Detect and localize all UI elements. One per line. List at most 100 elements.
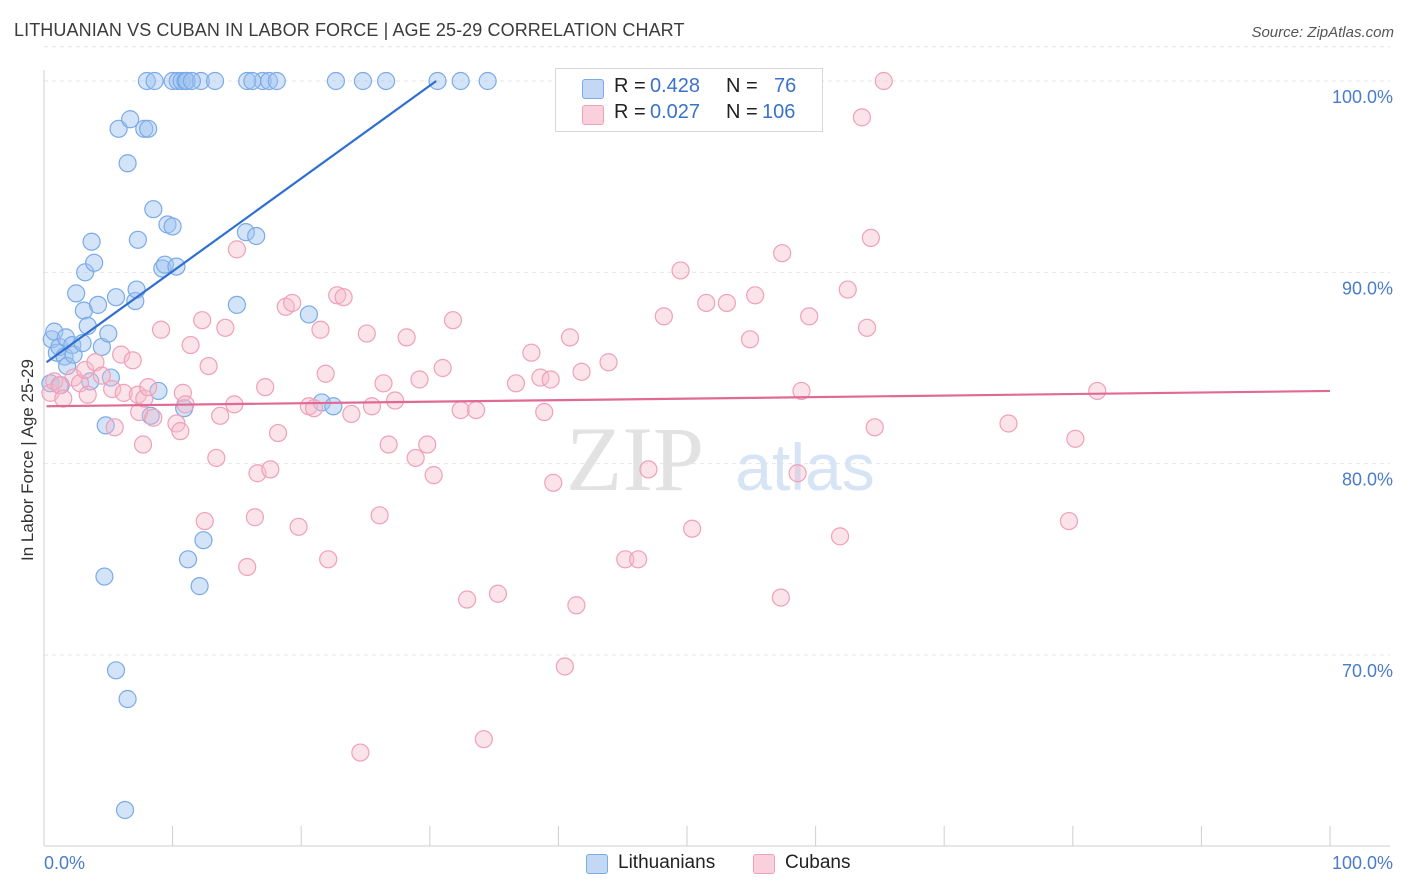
lithuanian-point xyxy=(121,110,140,129)
cuban-point xyxy=(211,406,230,425)
cuban-point xyxy=(535,402,554,422)
lithuanian-point xyxy=(149,381,168,401)
cuban-point xyxy=(474,730,493,749)
cuban-point xyxy=(616,550,635,569)
lithuanian-point xyxy=(95,567,114,586)
cuban-point xyxy=(50,376,69,395)
cuban-point xyxy=(216,318,235,337)
cuban-point xyxy=(105,418,124,437)
cuban-point xyxy=(139,378,158,397)
cuban-trend-line xyxy=(46,389,1331,408)
cuban-point xyxy=(103,379,122,399)
cuban-point xyxy=(861,228,880,247)
axes xyxy=(43,70,1390,847)
cuban-point xyxy=(1088,381,1107,401)
lithuanian-point xyxy=(118,689,137,709)
y-axis-label: In Labor Force | Age 25-29 xyxy=(18,359,37,561)
cuban-point xyxy=(92,366,111,385)
source-label: Source: ZipAtlas.com xyxy=(1251,24,1394,41)
cuban-point xyxy=(385,391,405,410)
lithuanian-point xyxy=(236,223,256,242)
cuban-point xyxy=(773,244,792,263)
cuban-point xyxy=(599,353,618,372)
cuban-point xyxy=(999,414,1018,433)
cuban-point xyxy=(328,286,347,305)
watermark-zip: ZIP xyxy=(566,408,704,510)
cuban-point xyxy=(788,464,807,483)
x-tick-labels: 0.0% 100.0% xyxy=(44,853,1393,873)
lithuanian-point xyxy=(190,577,209,596)
lithuanian-point xyxy=(115,800,135,820)
cuban-point xyxy=(181,335,200,355)
x-tick-label: 0.0% xyxy=(44,853,85,873)
lithuanian-point xyxy=(324,397,343,416)
cuban-point xyxy=(114,383,133,402)
cuban-point xyxy=(572,362,591,381)
cuban-point xyxy=(466,400,486,420)
cuban-point xyxy=(151,320,171,339)
lithuanian-point xyxy=(96,416,115,435)
legend-n-label: N = xyxy=(726,101,758,123)
lithuanian-point xyxy=(478,71,497,91)
lithuanian-point xyxy=(141,406,160,425)
lithuanian-point xyxy=(267,71,286,91)
cuban-point xyxy=(227,240,246,259)
lithuanian-point xyxy=(139,119,158,138)
lithuanian-point xyxy=(182,71,201,91)
lithuanian-point xyxy=(178,550,198,569)
cuban-point xyxy=(238,557,257,577)
cuban-point xyxy=(830,527,850,546)
bottom-swatch-lithuanians xyxy=(586,854,608,874)
lithuanian-point xyxy=(177,71,196,91)
cuban-point xyxy=(289,517,308,536)
cuban-point xyxy=(746,286,765,305)
cuban-point xyxy=(374,374,393,393)
cuban-point xyxy=(54,389,73,408)
cuban-point xyxy=(171,422,190,441)
lithuanian-point xyxy=(106,661,126,680)
legend-swatch-cubans xyxy=(582,105,604,125)
cuban-point xyxy=(852,108,871,127)
lithuanian-point xyxy=(353,71,373,91)
bottom-legend-label: Cubans xyxy=(785,852,851,873)
cuban-point xyxy=(451,400,470,420)
lithuanian-point xyxy=(145,71,164,91)
lithuanian-point xyxy=(144,200,163,219)
cuban-point xyxy=(654,307,673,326)
lithuanian-point xyxy=(194,531,213,550)
lithuanian-point xyxy=(172,71,191,91)
lithuanian-point xyxy=(428,71,447,91)
lithuanian-point xyxy=(82,232,101,251)
lithuanian-point xyxy=(126,291,145,311)
cuban-point xyxy=(410,370,429,389)
lithuanian-point xyxy=(163,217,182,236)
cuban-point xyxy=(207,448,226,468)
y-tick-label: 90.0% xyxy=(1342,278,1393,298)
cuban-point xyxy=(457,590,477,609)
legend-swatch-lithuanians xyxy=(582,79,604,99)
lithuanian-point xyxy=(101,368,120,387)
correlation-legend: R = 0.428 N = 76 R = 0.027 N = 106 xyxy=(555,68,823,132)
cuban-point xyxy=(1066,429,1085,448)
cuban-point xyxy=(245,508,265,527)
lithuanian-point xyxy=(88,295,108,314)
cuban-point xyxy=(319,550,338,569)
cuban-point xyxy=(370,506,389,525)
data-points xyxy=(41,71,1107,820)
cuban-point xyxy=(544,473,563,492)
cuban-point xyxy=(334,288,353,307)
legend-r-value: 0.428 xyxy=(650,75,701,97)
cuban-point xyxy=(671,261,690,280)
cuban-point xyxy=(316,364,335,383)
cuban-point xyxy=(697,293,716,313)
watermark-atlas: atlas xyxy=(735,430,874,504)
legend-r-label: R = xyxy=(614,101,646,123)
lithuanian-point xyxy=(243,71,262,91)
lithuanian-point xyxy=(85,253,104,272)
legend-n-value: 106 xyxy=(762,101,796,123)
cuban-point xyxy=(76,360,95,380)
lithuanian-point xyxy=(326,71,346,91)
cuban-point xyxy=(173,383,192,402)
cuban-point xyxy=(541,370,560,389)
